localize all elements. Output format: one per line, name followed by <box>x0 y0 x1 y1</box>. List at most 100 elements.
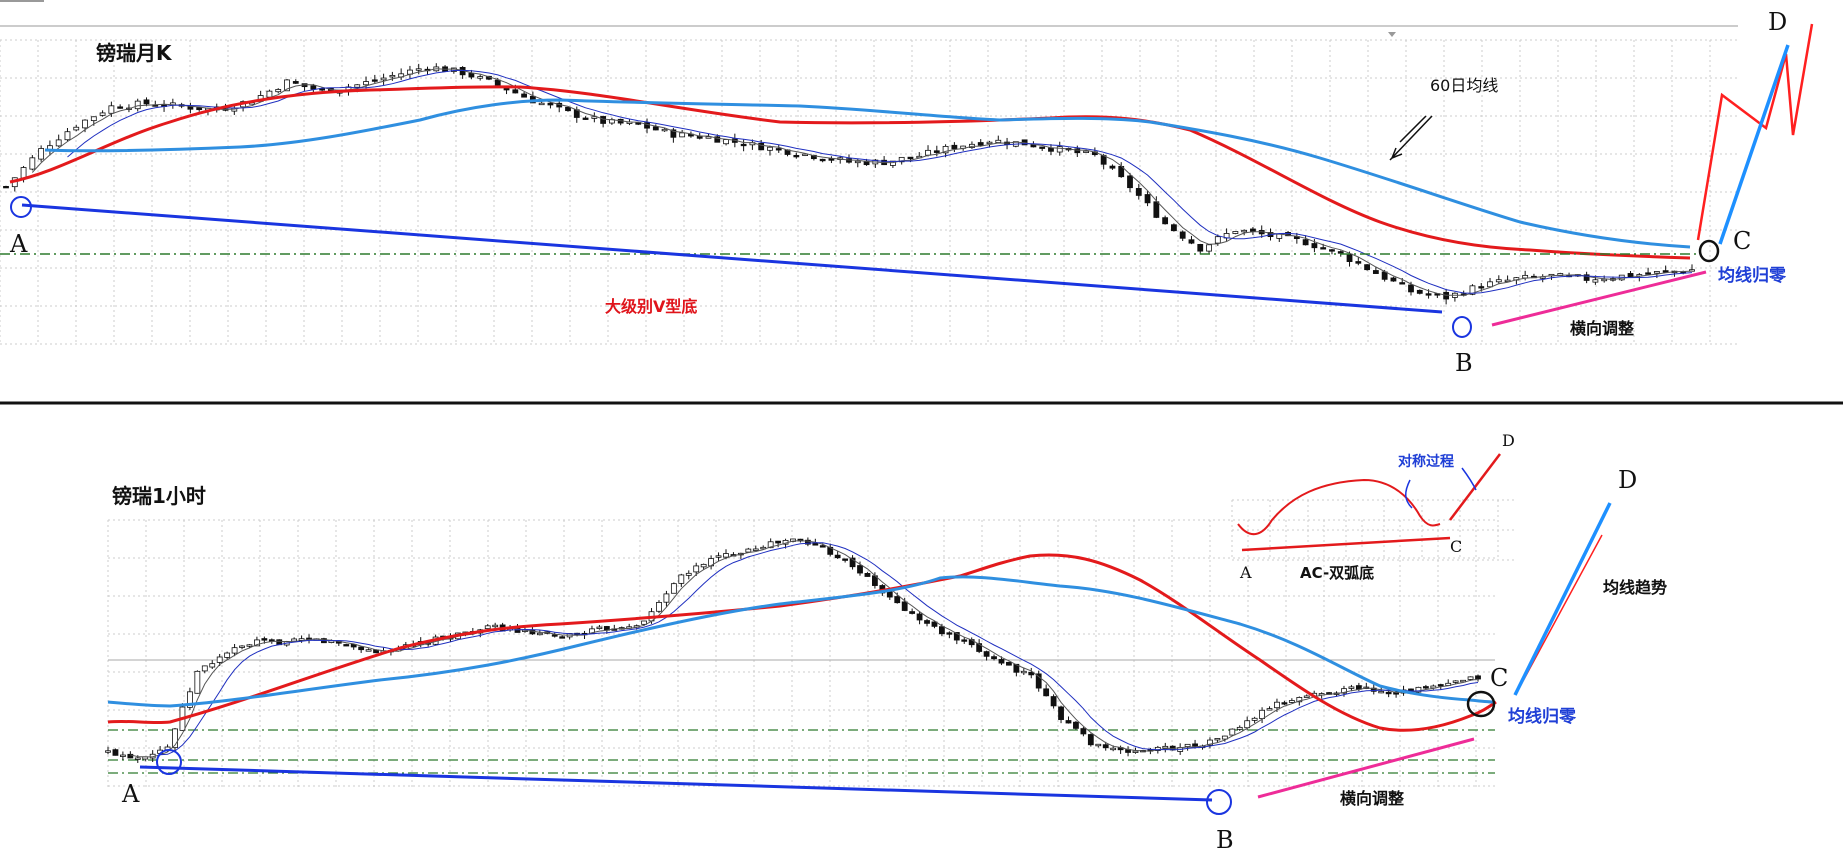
candle-body <box>670 129 677 138</box>
candle-body <box>231 647 238 654</box>
candle-body <box>589 628 595 634</box>
candle-body <box>380 77 387 81</box>
candle-body <box>700 563 707 568</box>
top-ma-zero-label: 均线归零 <box>1718 265 1787 286</box>
candle-body <box>477 76 484 79</box>
candle-body <box>1102 744 1109 749</box>
candle-body <box>886 591 893 598</box>
candle-body <box>1390 277 1397 282</box>
candle-body <box>793 154 800 158</box>
candle-body <box>1337 251 1344 254</box>
bottom-circle-a <box>156 749 182 775</box>
candle-body <box>1214 738 1221 741</box>
inset-baseline-ac <box>1241 536 1451 552</box>
candle-body <box>1460 679 1467 683</box>
candle-body <box>582 117 589 120</box>
candle-body <box>266 90 273 98</box>
inset-grid <box>1231 499 1515 561</box>
inset-symmetric-brace-right <box>1461 467 1477 491</box>
candle-body <box>1087 734 1094 746</box>
candle-body <box>656 601 662 612</box>
inset-sketch: 对称过程 A C D AC-双弧底 <box>1231 431 1515 582</box>
top-pattern-label: 大级别V型底 <box>605 297 697 316</box>
inset-point-c: C <box>1450 537 1462 556</box>
candle-body <box>55 139 62 147</box>
candle-body <box>705 136 712 139</box>
candle-body <box>894 596 901 604</box>
candle-body <box>812 542 819 546</box>
candle-body <box>991 656 997 660</box>
candle-body <box>1415 686 1422 693</box>
candle-body <box>1043 688 1050 697</box>
candle-body <box>834 554 841 559</box>
inset-symmetric-label: 对称过程 <box>1398 453 1454 470</box>
candle-body <box>1244 720 1251 729</box>
candle-body <box>1469 285 1476 295</box>
candle-body <box>1467 676 1474 680</box>
top-circle-b <box>1452 316 1472 338</box>
candle-body <box>1266 708 1273 711</box>
bottom-sideways-label: 横向调整 <box>1340 789 1404 808</box>
candle-body <box>1311 243 1318 249</box>
candle-body <box>857 565 863 574</box>
candle-body <box>547 102 554 106</box>
candle-body <box>1179 231 1186 239</box>
bottom-circle-b <box>1206 789 1232 815</box>
candle-body <box>559 636 566 639</box>
candle-body <box>775 148 782 151</box>
candle-body <box>693 565 700 573</box>
candle-body <box>641 620 647 625</box>
candle-body <box>551 634 558 637</box>
candle-body <box>1341 688 1347 694</box>
candle-body <box>907 156 914 160</box>
candle-body <box>310 85 317 90</box>
candle-body <box>1378 690 1385 694</box>
candle-body <box>942 145 949 154</box>
candle-body <box>916 613 923 621</box>
arrow-to-ma-icon <box>1389 115 1433 161</box>
bottom-point-d: D <box>1618 466 1637 494</box>
candle-body <box>1504 279 1511 283</box>
candle-body <box>1399 282 1406 285</box>
candle-body <box>201 665 208 672</box>
candle-body <box>998 659 1005 664</box>
bottom-title: 镑瑞1小时 <box>112 484 206 508</box>
candle-body <box>740 143 747 147</box>
candle-body <box>1028 671 1035 676</box>
candle-body <box>670 583 677 594</box>
candle-body <box>112 749 119 756</box>
candle-body <box>1274 701 1280 709</box>
candle-body <box>484 625 491 630</box>
candle-body <box>946 632 953 635</box>
candle-body <box>933 150 940 153</box>
candle-body <box>1478 286 1485 289</box>
candle-body <box>343 644 350 647</box>
scroll-marker-icon <box>1388 32 1396 37</box>
top-point-c: C <box>1733 227 1751 255</box>
candle-body <box>1452 680 1459 683</box>
candle-body <box>64 131 71 141</box>
candle-body <box>565 106 571 112</box>
candle-body <box>105 750 111 753</box>
candle-body <box>1592 279 1599 283</box>
candle-body <box>354 84 361 88</box>
candle-body <box>246 644 253 647</box>
candle-body <box>261 638 268 641</box>
candle-body <box>953 632 960 641</box>
top-panel: 镑瑞月K 60日均线 大级别V型底 A B C D 横向调整 均线归零 <box>0 0 1814 377</box>
candle-body <box>1144 194 1151 204</box>
candle-body <box>358 646 365 651</box>
candle-body <box>663 593 670 603</box>
candle-body <box>1583 274 1590 281</box>
candle-body <box>1039 146 1046 149</box>
candle-body <box>1475 675 1481 680</box>
candle-body <box>1188 239 1195 244</box>
top-point-a: A <box>9 230 28 258</box>
bottom-support-dashdots <box>108 729 1495 774</box>
candle-body <box>1020 670 1027 674</box>
candle-body <box>951 144 958 150</box>
candle-body <box>82 119 88 129</box>
candle-body <box>1355 261 1362 264</box>
candle-body <box>864 573 871 577</box>
bottom-point-b: B <box>1216 826 1234 854</box>
